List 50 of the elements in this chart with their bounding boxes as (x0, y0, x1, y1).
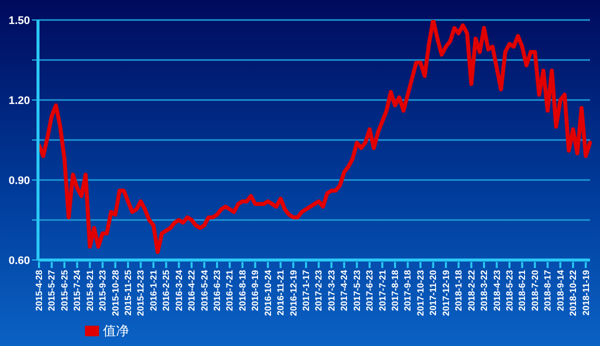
x-tick-label: 2015-9-23 (98, 270, 108, 312)
x-tick-label: 2017-1-17 (301, 270, 312, 312)
x-tick-label: 2017-7-21 (377, 270, 388, 312)
x-tick-label: 2018-9-14 (555, 270, 566, 312)
x-tick-label: 2017-12-19 (440, 270, 451, 316)
x-tick-label: 2016-10-24 (262, 270, 273, 316)
x-tick-label: 2015-11-25 (123, 270, 134, 316)
x-tick-label: 2015-4-28 (34, 270, 44, 312)
x-tick-label: 2016-9-19 (250, 270, 260, 312)
y-tick-label: 1.20 (8, 94, 30, 107)
x-tick-label: 2018-1-18 (454, 270, 464, 312)
x-tick-label: 2016-1-21 (148, 270, 158, 312)
x-tick-label: 2016-5-24 (199, 270, 210, 312)
x-tick-label: 2016-3-24 (174, 270, 184, 312)
x-tick-label: 2016-6-23 (212, 270, 222, 312)
x-tick-label: 2015-6-25 (59, 270, 70, 312)
x-tick-label: 2017-8-18 (390, 270, 400, 312)
x-tick-label: 2016-12-19 (288, 270, 298, 316)
x-tick-label: 2018-4-23 (492, 270, 502, 312)
x-tick-label: 2018-8-17 (542, 270, 553, 312)
y-tick-label: 1.50 (8, 14, 30, 27)
x-tick-label: 2015-8-21 (84, 270, 95, 312)
x-tick-label: 2017-11-20 (428, 270, 438, 316)
x-tick-label: 2016-11-21 (276, 270, 286, 316)
x-tick-label: 2017-3-23 (326, 270, 336, 312)
x-tick-label: 2016-4-22 (186, 270, 197, 312)
x-tick-label: 2018-3-22 (479, 270, 490, 312)
y-tick-label: 0.90 (8, 174, 30, 187)
x-tick-label: 2017-10-23 (415, 270, 426, 316)
line-series (37, 20, 592, 254)
x-tick-label: 2015-12-23 (136, 270, 146, 316)
x-tick-label: 2017-6-23 (364, 270, 375, 312)
y-tick-label: 0.60 (8, 254, 30, 267)
x-tick-label: 2017-2-23 (314, 270, 324, 312)
x-tick-label: 2018-10-22 (568, 270, 578, 316)
x-tick-label: 2018-11-19 (580, 270, 591, 316)
x-tick-label: 2016-2-25 (161, 270, 172, 312)
x-tick-label: 2016-7-21 (224, 270, 235, 312)
x-tick-label: 2016-8-18 (237, 270, 248, 312)
legend-label: 值净 (103, 323, 129, 338)
x-tick-label: 2017-4-24 (339, 270, 350, 312)
x-tick-label: 2017-5-23 (352, 270, 362, 312)
x-tick-label: 2018-5-23 (504, 270, 514, 312)
x-tick-label: 2018-2-22 (466, 270, 476, 312)
x-tick-label: 2018-6-21 (517, 270, 528, 312)
x-tick-label: 2015-10-28 (110, 270, 120, 316)
x-tick-label: 2018-7-20 (530, 270, 540, 312)
x-tick-label: 2015-5-27 (46, 270, 57, 312)
x-tick-label: 2017-9-18 (402, 270, 413, 312)
x-tick-label: 2015-7-24 (72, 270, 82, 312)
